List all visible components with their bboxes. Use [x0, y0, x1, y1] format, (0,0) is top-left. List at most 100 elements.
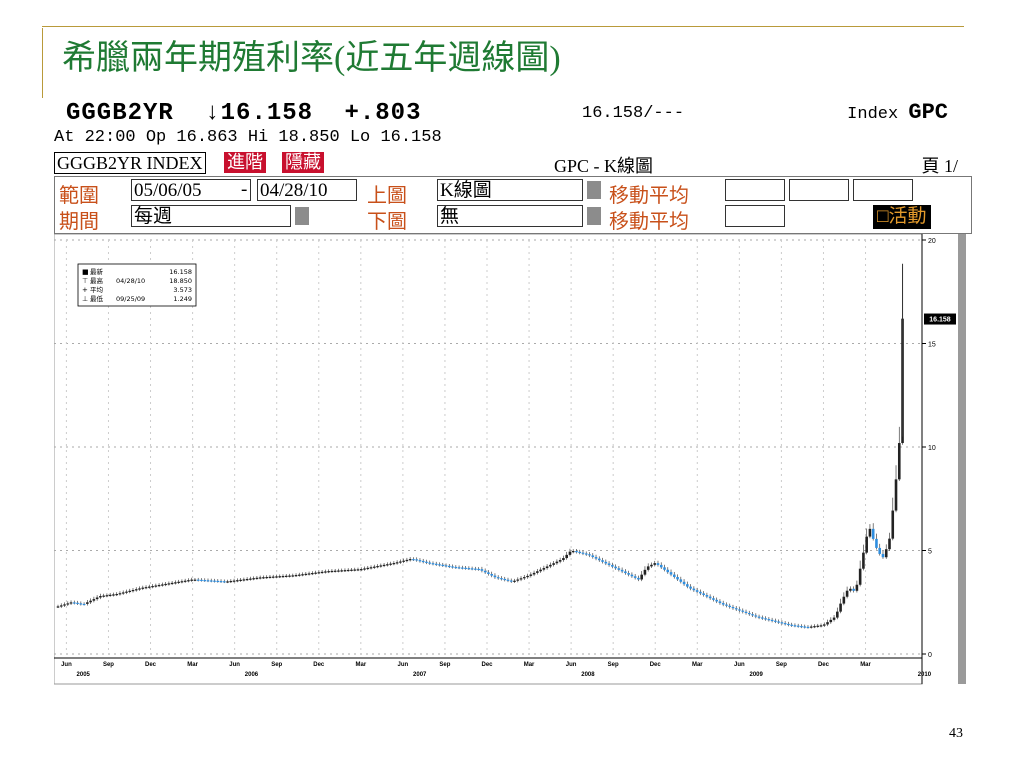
candle-body [330, 570, 334, 573]
legend-symbol: ⊤ [82, 277, 88, 285]
x-month-label: Dec [818, 662, 830, 668]
upper-chart-dropdown-icon[interactable] [587, 181, 601, 199]
last-value-tag-bg [924, 313, 956, 325]
candle-body [852, 588, 855, 591]
candle-body [474, 568, 477, 570]
lower-chart-field[interactable]: 無 [437, 205, 583, 227]
lower-chart-dropdown-icon[interactable] [587, 207, 601, 225]
candle-body [480, 569, 484, 571]
ma-field-4[interactable] [725, 205, 785, 227]
index-code-group: Index GPC [847, 100, 948, 125]
chart-name: GPC - K線圖 [554, 156, 654, 176]
x-month-label: Mar [187, 662, 198, 668]
candle-body [379, 565, 383, 567]
x-year-label: 2009 [749, 672, 763, 678]
candle-body [770, 619, 774, 622]
legend: ■ 最新 16.158 ⊤ 最高 04/28/10 18.850 + 平均 3.573 ⊥ 最低 09/… [77, 263, 197, 307]
x-month-label: Mar [524, 662, 535, 668]
candle-body [493, 575, 497, 578]
range-end-field[interactable]: 04/28/10 [257, 179, 357, 201]
x-month-label: Dec [313, 662, 325, 668]
x-month-label: Sep [776, 662, 787, 668]
candle-body [477, 568, 480, 571]
candle-body [656, 563, 660, 565]
candle-body [568, 551, 572, 555]
ma-field-2[interactable] [789, 179, 849, 201]
candle-body [725, 604, 728, 606]
candle-body [239, 579, 242, 581]
ticker-line: GGGB2YR ↓16.158 +.803 [66, 100, 437, 127]
session-stats: At 22:00 Op 16.863 Hi 18.850 Lo 16.158 [54, 128, 442, 147]
candle-body [509, 580, 513, 582]
candle-body [803, 626, 807, 628]
candle-body [715, 599, 718, 602]
candle-body [565, 554, 568, 559]
candle-body [796, 625, 800, 627]
candle-body [539, 569, 542, 572]
candle-body [337, 570, 340, 572]
range-start-field[interactable]: 05/06/05 [131, 179, 251, 201]
candle-body [216, 580, 220, 583]
candle-body [640, 574, 643, 580]
candle-body [86, 602, 89, 604]
candle-body [692, 588, 696, 591]
last-price: ↓16.158 [205, 100, 314, 127]
candles [56, 267, 904, 629]
x-month-label: Dec [650, 662, 662, 668]
candle-body [754, 615, 758, 617]
candle-body [790, 624, 793, 626]
candle-body [558, 560, 562, 562]
candle-body [183, 580, 187, 582]
x-year-label: 2006 [245, 672, 259, 678]
candle-body [571, 551, 575, 553]
candle-body [822, 624, 826, 626]
candle-body [115, 593, 118, 596]
candle-body [79, 603, 83, 605]
x-year-label: 2007 [413, 672, 427, 678]
candle-body [620, 569, 624, 572]
advanced-button[interactable]: 進階 [224, 152, 266, 173]
candle-body [604, 561, 608, 564]
candle-body [849, 588, 852, 591]
index-label: Index [847, 105, 899, 124]
upper-chart-field[interactable]: K線圖 [437, 179, 583, 201]
period-field[interactable]: 每週 [131, 205, 291, 227]
candle-body [288, 575, 291, 577]
candle-body [630, 574, 634, 577]
candle-body [343, 570, 347, 572]
ma-field-1[interactable] [725, 179, 785, 201]
candle-body [151, 586, 154, 588]
activity-button[interactable]: □活動 [873, 205, 931, 229]
title-rule-vertical [42, 28, 43, 98]
moving-average-label-1: 移動平均 [609, 185, 689, 207]
ma-field-3[interactable] [853, 179, 913, 201]
candle-body [738, 609, 741, 611]
candle-body [395, 562, 399, 564]
candle-body [353, 569, 357, 571]
x-month-label: Jun [229, 662, 240, 668]
candle-body [200, 579, 203, 582]
candle-body [249, 578, 252, 580]
candle-body [350, 569, 353, 571]
candle-body [878, 547, 882, 554]
x-month-label: Mar [355, 662, 366, 668]
y-tick-label: 15 [928, 342, 936, 349]
x-month-label: Sep [271, 662, 282, 668]
hide-button[interactable]: 隱藏 [282, 152, 324, 173]
candle-body [845, 590, 849, 597]
candle-body [346, 569, 350, 572]
legend-symbol: ⊥ [82, 295, 88, 303]
period-dropdown-icon[interactable] [295, 207, 309, 225]
candle-body [761, 617, 764, 619]
candle-body [813, 626, 816, 628]
legend-label: 平均 [90, 285, 104, 294]
y-tick-label: 10 [928, 445, 936, 452]
legend-date: 04/28/10 [116, 277, 145, 285]
page-number: 43 [949, 726, 963, 741]
candle-body [174, 582, 177, 584]
candle-body [304, 573, 308, 576]
candle-body [562, 558, 565, 561]
candle-body [552, 563, 555, 565]
candle-body [588, 554, 591, 556]
candle-body [695, 590, 699, 592]
